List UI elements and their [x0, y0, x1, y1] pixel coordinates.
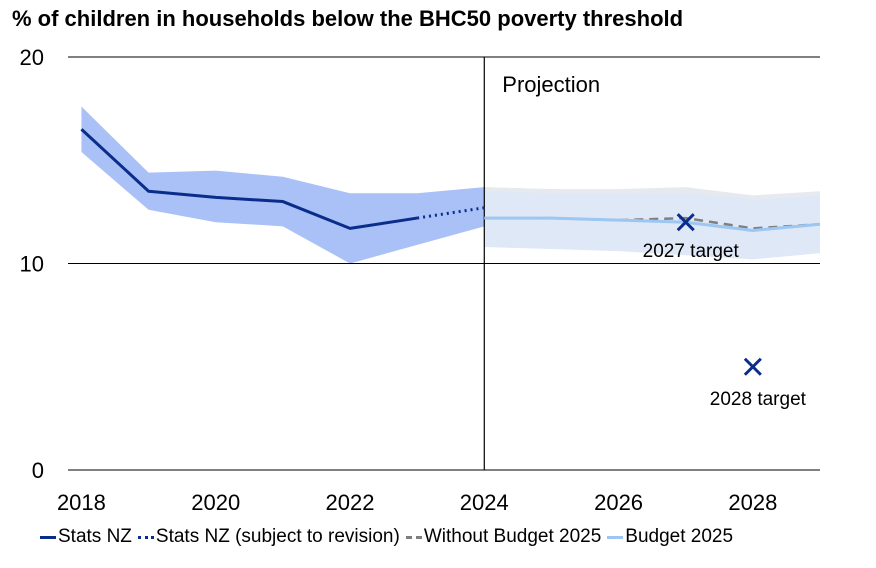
x-tick-label: 2026 [594, 490, 643, 515]
legend-label-budget-2025: Budget 2025 [625, 526, 734, 547]
x-tick-label: 2018 [57, 490, 106, 515]
chart-plot: 0 10 20 Projection 2018 2020 2022 2024 2026 2028 2… [20, 45, 821, 515]
legend-swatch-stats-nz-revision [137, 535, 154, 539]
legend-swatch-without-budget [405, 535, 422, 539]
projection-label: Projection [502, 72, 600, 97]
x-tick-label: 2028 [728, 490, 777, 515]
legend-swatch-budget-2025 [607, 535, 624, 539]
series-line-budget-2025 [484, 216, 821, 232]
legend: Stats NZ Stats NZ (subject to revision) … [40, 526, 739, 548]
legend-item-stats-nz: Stats NZ [40, 526, 132, 548]
y-tick-label: 20 [20, 45, 44, 70]
legend-label-stats-nz: Stats NZ [58, 526, 132, 547]
chart-title: % of children in households below the BH… [12, 6, 684, 31]
legend-item-without-budget: Without Budget 2025 [405, 526, 602, 548]
series-line-stats-nz [80, 128, 418, 230]
target-label-2027: 2027 target [643, 241, 740, 262]
legend-label-stats-nz-revision: Stats NZ (subject to revision) [155, 526, 400, 547]
target-marker-2028 [743, 357, 762, 376]
target-label-2028: 2028 target [710, 389, 807, 410]
target-marker-2027 [676, 213, 695, 232]
x-tick-label: 2024 [460, 490, 509, 515]
legend-label-without-budget: Without Budget 2025 [423, 526, 602, 547]
legend-item-budget-2025: Budget 2025 [607, 526, 733, 548]
x-tick-label: 2022 [326, 490, 375, 515]
y-tick-label: 10 [20, 252, 44, 277]
band-projection [484, 187, 820, 260]
legend-item-stats-nz-revision: Stats NZ (subject to revision) [137, 526, 400, 548]
y-tick-label: 0 [32, 458, 44, 483]
x-tick-label: 2020 [191, 490, 240, 515]
legend-swatch-stats-nz [40, 535, 56, 539]
series-line-without-budget-2025 [484, 216, 821, 230]
band-projection-without [484, 187, 820, 200]
